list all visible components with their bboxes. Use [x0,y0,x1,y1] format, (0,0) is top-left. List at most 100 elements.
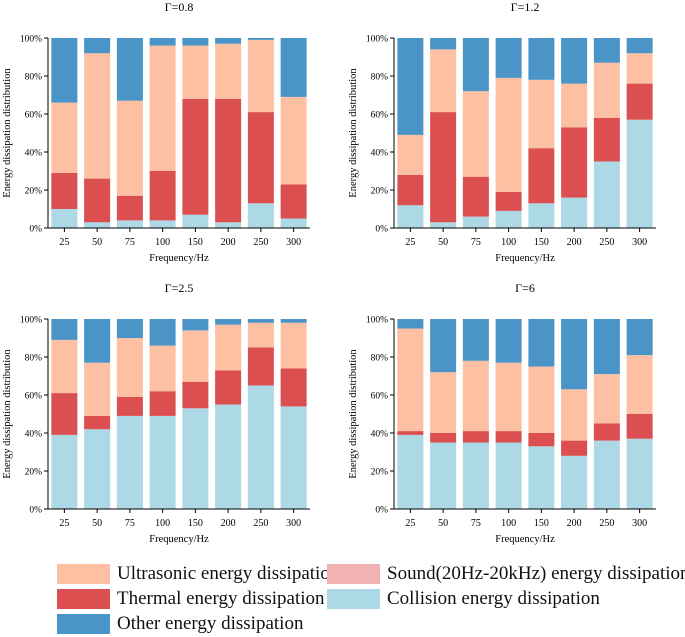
x-tick-label: 25 [405,518,415,529]
bar-thermal-200 [215,370,242,405]
x-axis-label: Frequency/Hz [495,253,555,264]
bar-thermal-150 [182,98,209,215]
bar-collision-75 [462,216,489,228]
bar-thermal-75 [116,396,143,416]
legend-swatch-collision [327,589,380,609]
bar-collision-25 [51,209,78,228]
bar-collision-50 [430,222,457,228]
bar-other-200 [561,38,588,84]
bar-other-150 [528,38,555,80]
bar-collision-100 [149,415,176,509]
bar-collision-250 [247,203,274,228]
y-tick-label: 80% [371,354,389,364]
y-axis-label: Energy dissipation distribution [2,349,13,479]
bar-ultrasonic-150 [528,366,555,433]
bar-other-250 [247,38,274,40]
bar-thermal-300 [626,83,653,120]
bar-other-100 [495,319,522,363]
bar-thermal-25 [397,431,424,435]
y-tick-label: 0% [375,225,388,235]
legend: Ultrasonic energy dissipation Sound(20Hz… [57,563,685,637]
bar-collision-300 [280,218,307,228]
y-tick-label: 100% [366,316,388,326]
y-tick-label: 40% [371,430,389,440]
legend-swatch-thermal [57,589,110,609]
bar-ultrasonic-250 [247,322,274,348]
x-tick-label: 25 [59,518,69,529]
y-axis-label: Energy dissipation distribution [348,68,359,198]
x-tick-label: 75 [125,518,135,529]
y-tick-label: 20% [25,468,43,478]
bar-collision-75 [116,415,143,509]
chart-panel-3: Γ=2.5 0% 20% 40% 60% 80% 100% 25 50 75 100 150 200 25… [2,281,310,545]
y-tick-label: 40% [371,149,389,159]
bar-thermal-50 [430,112,457,223]
bar-ultrasonic-200 [215,324,242,371]
y-tick-label: 0% [375,506,388,516]
bar-collision-300 [626,119,653,228]
chart-title: Γ=2.5 [165,281,194,295]
bar-other-300 [280,319,307,323]
bar-thermal-300 [280,368,307,407]
bar-ultrasonic-50 [84,362,111,416]
bar-ultrasonic-50 [430,372,457,433]
bar-collision-150 [528,446,555,509]
x-tick-label: 150 [534,518,549,529]
bar-collision-200 [215,222,242,228]
legend-swatch-ultrasonic [57,564,110,584]
y-tick-label: 80% [25,354,43,364]
y-axis-label: Energy dissipation distribution [2,68,13,198]
bar-other-50 [84,38,111,54]
bar-thermal-250 [593,423,620,441]
bar-ultrasonic-100 [495,362,522,432]
chart-title: Γ=1.2 [511,0,540,14]
bar-other-75 [462,319,489,361]
bar-other-250 [247,319,274,323]
bar-thermal-75 [462,431,489,443]
bar-thermal-300 [280,184,307,219]
bar-ultrasonic-250 [593,374,620,424]
bar-other-25 [51,38,78,103]
bar-collision-200 [561,455,588,509]
bar-ultrasonic-25 [397,328,424,432]
x-tick-label: 200 [567,237,582,248]
bar-ultrasonic-200 [561,83,588,128]
y-tick-label: 40% [25,430,43,440]
legend-label-other: Other energy dissipation [117,613,304,634]
x-tick-label: 200 [567,518,582,529]
bar-other-100 [149,38,176,46]
bar-collision-150 [528,203,555,228]
y-tick-label: 20% [25,187,43,197]
bar-other-25 [397,319,424,329]
bar-thermal-100 [495,431,522,443]
x-tick-label: 150 [534,237,549,248]
bar-ultrasonic-250 [593,62,620,118]
bar-collision-100 [495,210,522,228]
bar-thermal-50 [84,415,111,430]
bar-thermal-200 [215,98,242,223]
y-tick-label: 60% [371,392,389,402]
x-tick-label: 200 [221,518,236,529]
legend-label-collision: Collision energy dissipation [387,588,600,609]
y-tick-label: 100% [20,35,42,45]
bar-ultrasonic-25 [397,134,424,175]
bar-ultrasonic-300 [280,322,307,369]
x-tick-label: 50 [92,237,102,248]
bar-collision-250 [593,161,620,228]
bar-thermal-300 [626,414,653,439]
bar-collision-300 [626,438,653,509]
bar-ultrasonic-50 [84,53,111,179]
chart-title: Γ=6 [515,281,535,295]
bar-other-300 [280,38,307,97]
bar-ultrasonic-150 [182,45,209,99]
bar-collision-25 [397,205,424,228]
y-tick-label: 60% [371,111,389,121]
y-axis-label: Energy dissipation distribution [348,349,359,479]
bar-other-200 [561,319,588,390]
bar-ultrasonic-200 [561,389,588,441]
bar-ultrasonic-75 [462,91,489,177]
bar-ultrasonic-300 [626,355,653,414]
x-tick-label: 150 [188,518,203,529]
bar-thermal-250 [247,112,274,204]
x-axis-label: Frequency/Hz [495,534,555,545]
